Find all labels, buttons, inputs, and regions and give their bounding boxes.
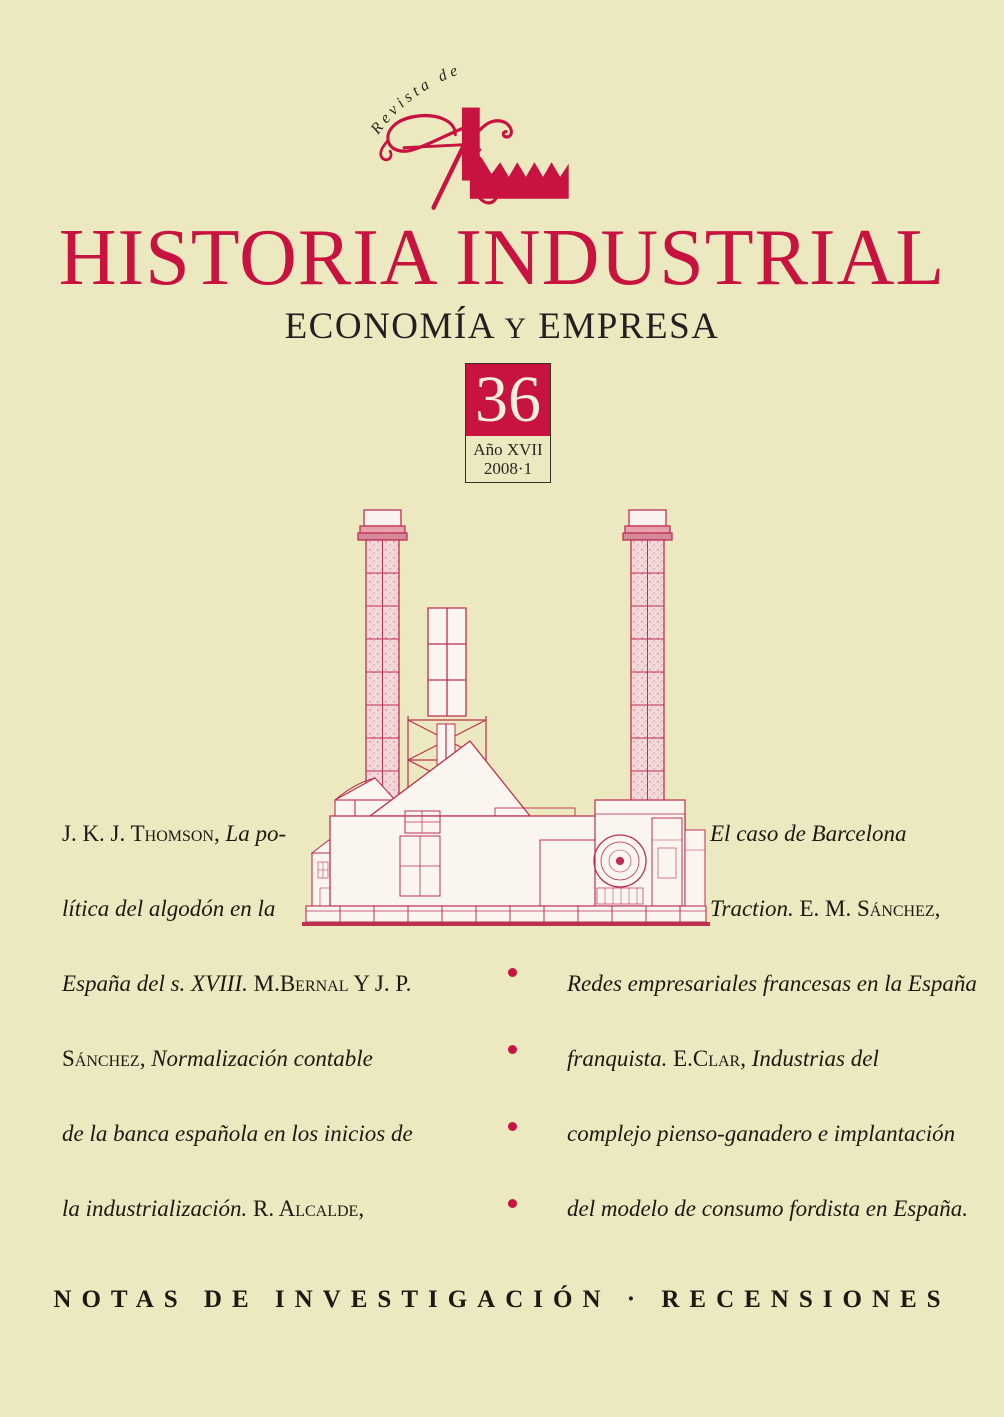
- svg-text:Revista de: Revista de: [367, 61, 464, 138]
